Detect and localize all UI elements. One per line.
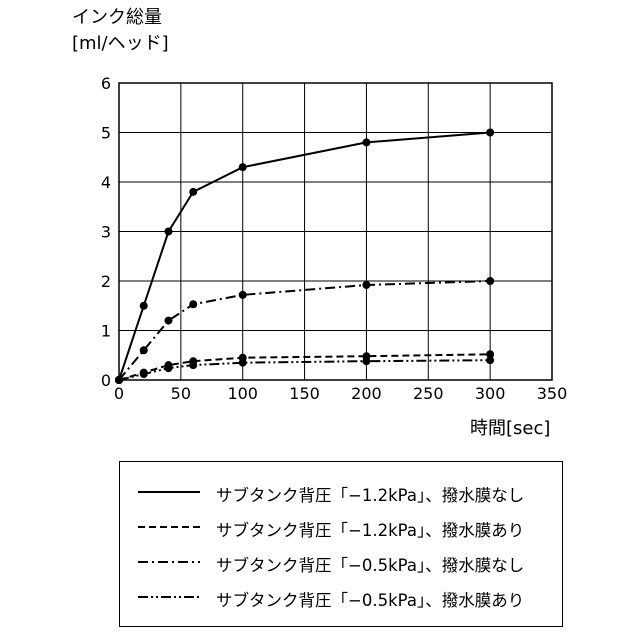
data-point [164, 228, 172, 236]
legend-label: サブタンク背圧「−0.5kPa」、撥水膜あり [216, 587, 524, 611]
y-tick-label: 6 [101, 74, 111, 93]
legend-label: サブタンク背圧「−1.2kPa」、撥水膜あり [216, 517, 524, 541]
data-point [362, 357, 370, 365]
x-tick-label: 100 [227, 384, 258, 403]
data-point [189, 188, 197, 196]
x-tick-label: 250 [413, 384, 444, 403]
x-tick-label: 50 [171, 384, 191, 403]
y-tick-label: 5 [101, 124, 111, 143]
x-tick-label: 200 [351, 384, 382, 403]
y-tick-label: 2 [101, 272, 111, 291]
data-point [239, 163, 247, 171]
data-point [486, 277, 494, 285]
data-point [164, 364, 172, 372]
legend-swatch-dashdot [138, 555, 200, 569]
legend-entry: サブタンク背圧「−1.2kPa」、撥水膜あり [120, 513, 562, 543]
y-tick-label: 1 [101, 322, 111, 341]
legend-entry: サブタンク背圧「−0.5kPa」、撥水膜なし [120, 548, 562, 578]
legend-swatch-dashed [138, 520, 200, 534]
x-tick-label: 0 [114, 384, 124, 403]
x-tick-label: 150 [289, 384, 320, 403]
data-point [140, 370, 148, 378]
x-tick-label: 350 [537, 384, 568, 403]
data-point [486, 356, 494, 364]
y-axis-label: インク総量 [72, 9, 162, 27]
y-axis-unit: [ml/ヘッド] [72, 35, 169, 53]
x-axis-label: 時間[sec] [470, 414, 550, 440]
y-tick-label: 0 [101, 371, 111, 390]
legend-swatch-dashdotdot [138, 590, 200, 604]
data-point [140, 302, 148, 310]
line-chart: 0 50 100 150 200 250 300 350 0 1 2 3 4 5 6 [0, 0, 640, 460]
legend-entry: サブタンク背圧「−0.5kPa」、撥水膜あり [120, 583, 562, 613]
legend-label: サブタンク背圧「−0.5kPa」、撥水膜なし [216, 552, 524, 576]
y-tick-label: 4 [101, 173, 111, 192]
data-point [486, 129, 494, 137]
gridlines [119, 83, 552, 380]
data-point [115, 376, 123, 384]
tick-labels: 0 50 100 150 200 250 300 350 0 1 2 3 4 5 6 [101, 74, 567, 403]
y-tick-label: 3 [101, 223, 111, 242]
data-point [140, 346, 148, 354]
data-point [189, 361, 197, 369]
x-tick-label: 300 [475, 384, 506, 403]
data-point [362, 138, 370, 146]
data-point [239, 291, 247, 299]
data-point [189, 300, 197, 308]
legend-swatch-solid [138, 485, 200, 499]
data-point [362, 281, 370, 289]
legend-entry: サブタンク背圧「−1.2kPa」、撥水膜なし [120, 478, 562, 508]
data-point [164, 317, 172, 325]
legend: サブタンク背圧「−1.2kPa」、撥水膜なし サブタンク背圧「−1.2kPa」、… [119, 461, 563, 627]
data-point [239, 359, 247, 367]
legend-label: サブタンク背圧「−1.2kPa」、撥水膜なし [216, 482, 524, 506]
